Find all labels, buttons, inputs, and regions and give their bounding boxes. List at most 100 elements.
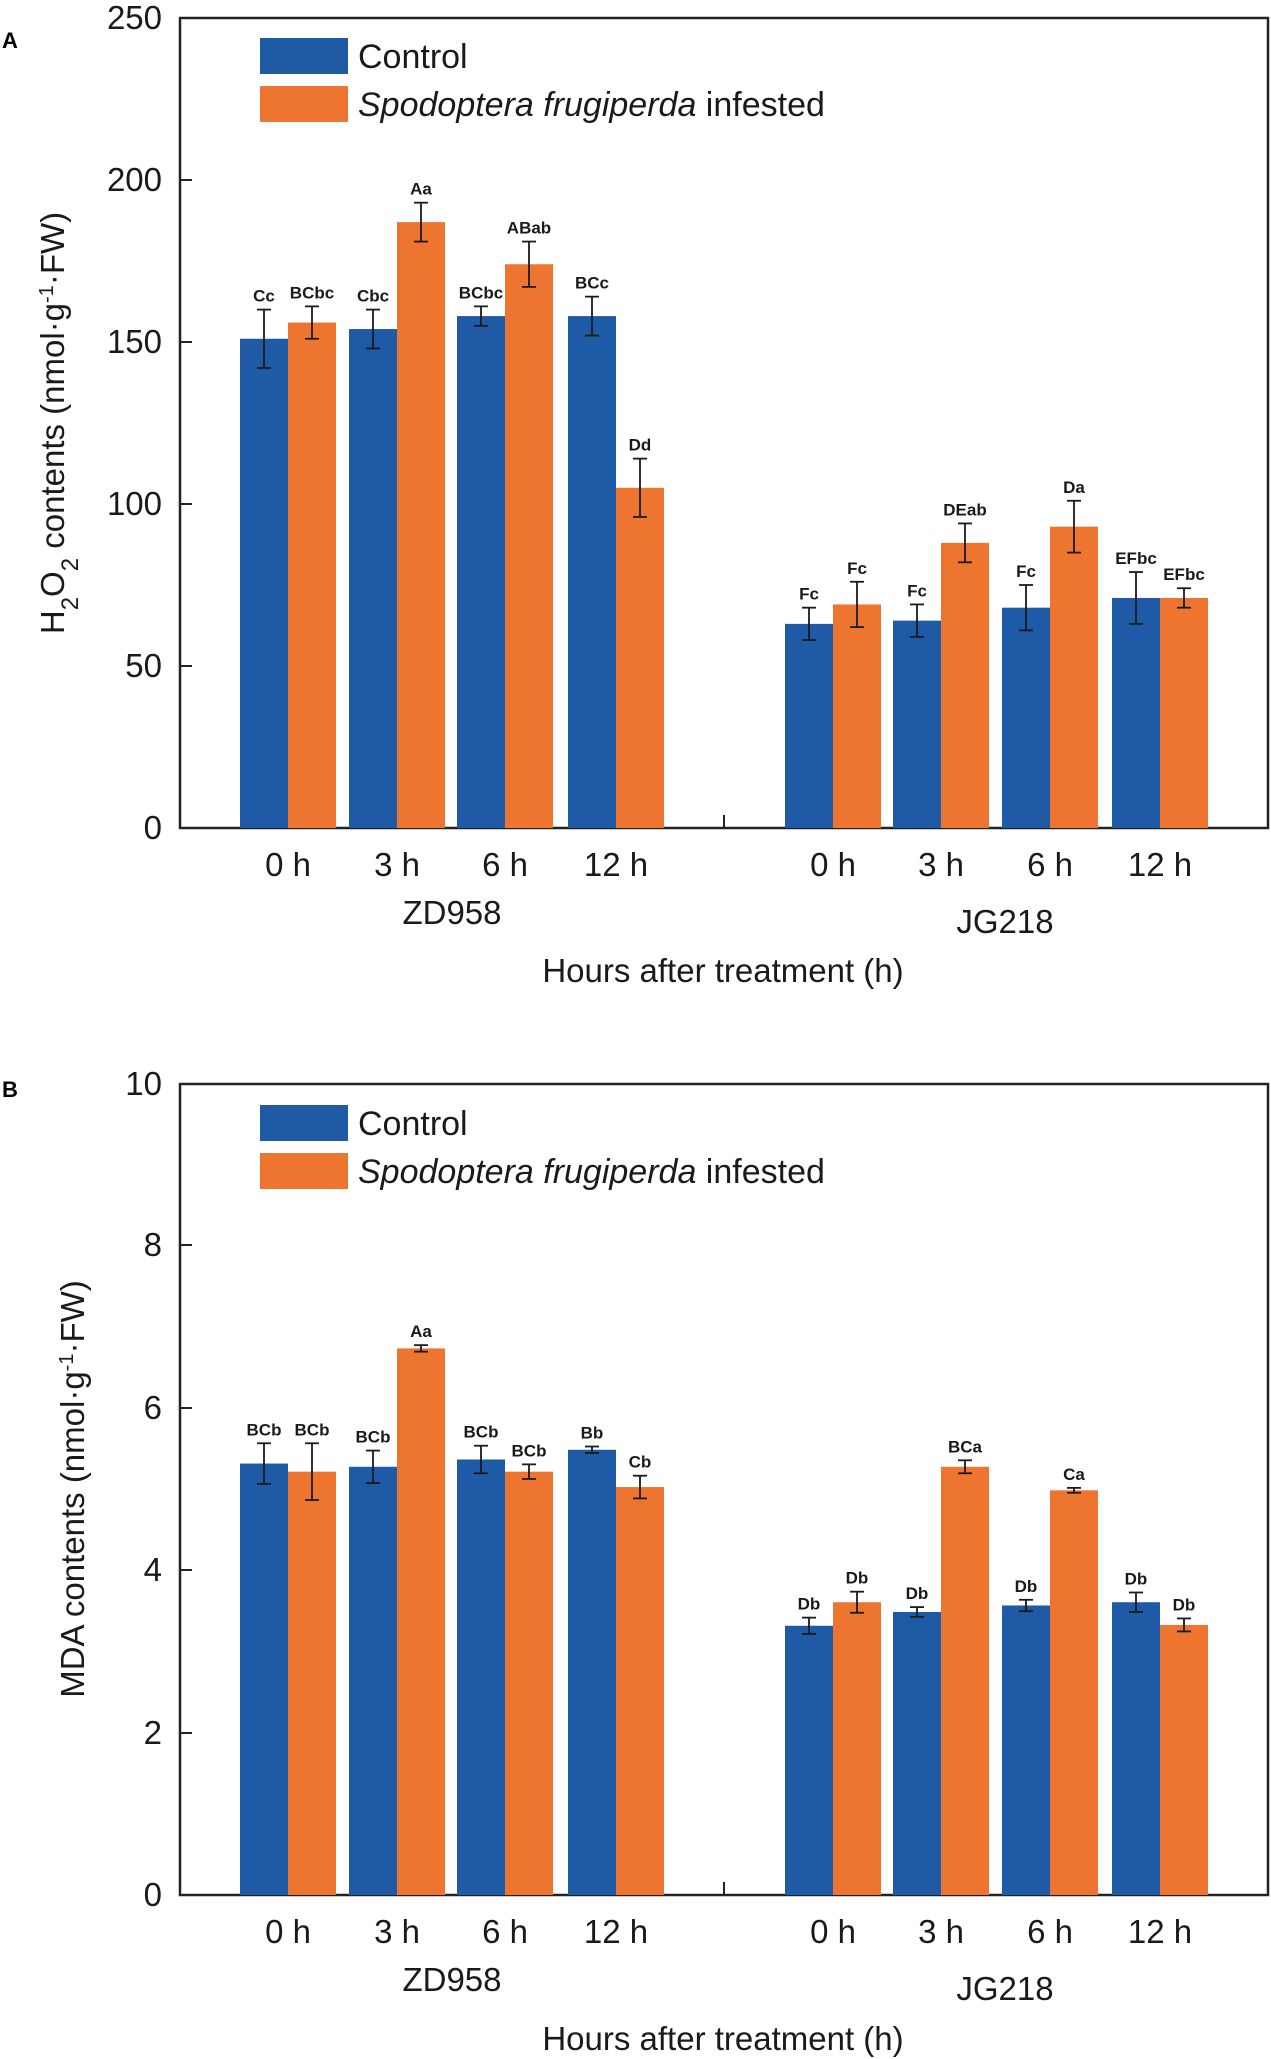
panel-b-significance-label: BCb [356, 1428, 391, 1447]
panel-b-significance-label: BCb [464, 1423, 499, 1442]
panel-b-ytick-label: 0 [144, 1876, 162, 1913]
panel-a-xtick-label: 12 h [584, 846, 648, 883]
panel-a-bar-infested [941, 542, 989, 828]
panel-a-bar-control [893, 620, 941, 828]
panel-a-legend-label-control: Control [358, 38, 468, 76]
panel-b-xtick-label: 3 h [918, 1913, 964, 1950]
panel-b-significance-label: Db [846, 1569, 869, 1588]
panel-b-significance-label: Db [906, 1584, 929, 1603]
panel-a-legend: Control Spodoptera frugiperda infested [260, 38, 825, 124]
panel-b-legend: Control Spodoptera frugiperda infested [260, 1105, 825, 1191]
panel-a-ytick-label: 250 [107, 0, 162, 36]
panel-a-significance-label: BCbc [459, 283, 503, 302]
panel-b-group-label-jg218: JG218 [956, 1970, 1053, 2007]
panel-a-significance-label: Fc [799, 585, 819, 604]
panel-b-significance-label: BCa [948, 1437, 983, 1456]
panel-b-legend-swatch-control [260, 1105, 348, 1141]
panel-a-bar-infested [1160, 597, 1208, 828]
panel-b-bars: BCb BCb BCb Bb Db Db Db Db BCb Aa BCb Cb Db BCa Ca Db [240, 1322, 1208, 1895]
panel-a-x-axis-title: Hours after treatment (h) [542, 952, 903, 989]
panel-a-plot-frame [178, 16, 1270, 830]
panel-b-xtick-label: 0 h [265, 1913, 311, 1950]
panel-b-x-axis-title: Hours after treatment (h) [542, 2020, 903, 2057]
panel-a-bar-infested [616, 487, 664, 828]
panel-a-legend-label-infested: Spodoptera frugiperda infested [358, 86, 825, 124]
panel-a-bar-control [349, 329, 397, 828]
panel-a-significance-label: Dd [629, 436, 652, 455]
panel-b-bar-infested [833, 1602, 881, 1895]
panel-b-xtick-label: 6 h [482, 1913, 528, 1950]
panel-a-bar-infested [288, 322, 336, 828]
panel-b-ytick-label: 10 [125, 1065, 162, 1102]
panel-b-xtick-label: 3 h [374, 1913, 420, 1950]
panel-b-bar-infested [288, 1471, 336, 1895]
panel-a-yticks [180, 179, 192, 829]
panel-a-xtick-label: 6 h [1027, 846, 1073, 883]
panel-a-bar-infested [1050, 526, 1098, 828]
panel-b-letter: B [2, 1077, 18, 1102]
panel-a-xtick-label: 0 h [265, 846, 311, 883]
panel-a-xtick-label: 12 h [1128, 846, 1192, 883]
panel-b-bar-infested [941, 1466, 989, 1895]
panel-a-xtick-label: 6 h [482, 846, 528, 883]
panel-a-legend-swatch-control [260, 38, 348, 74]
panel-b-ytick-label: 8 [144, 1226, 162, 1263]
panel-b-significance-label: Ca [1063, 1465, 1085, 1484]
panel-b-ytick-label: 6 [144, 1389, 162, 1426]
panel-a-significance-label: Fc [847, 559, 867, 578]
panel-b-bar-control [1112, 1602, 1160, 1895]
panel-a-significance-label: BCc [575, 274, 609, 293]
panel-b-chart: B 0 2 4 6 8 10 MDA contents (nmol·g-1·FW… [2, 1065, 1270, 2057]
panel-a-significance-label: EFbc [1163, 565, 1205, 584]
panel-a-bar-control [240, 338, 288, 828]
panel-b-significance-label: BCb [295, 1420, 330, 1439]
panel-a-xtick-label: 3 h [918, 846, 964, 883]
panel-a-xtick-label: 3 h [374, 846, 420, 883]
panel-b-significance-label: BCb [247, 1420, 282, 1439]
panel-b-yticks [180, 1244, 192, 1734]
panel-a-chart: A 0 50 100 150 200 250 H2O2 contents (nm… [2, 0, 1270, 989]
panel-a-ytick-label: 150 [107, 323, 162, 360]
panel-a-significance-label: ABab [507, 219, 551, 238]
panel-b-xtick-label: 0 h [810, 1913, 856, 1950]
panel-b-significance-label: Bb [581, 1424, 604, 1443]
panel-b-xtick-label: 12 h [584, 1913, 648, 1950]
panel-a-bar-infested [833, 604, 881, 828]
panel-a-ytick-label: 50 [125, 647, 162, 684]
panel-b-bar-infested [397, 1348, 445, 1895]
panel-a-significance-label: Aa [410, 180, 432, 199]
panel-b-bar-control [457, 1459, 505, 1895]
panel-b-ytick-label: 2 [144, 1714, 162, 1751]
panel-b-group-label-zd958: ZD958 [402, 1961, 501, 1998]
panel-a-bar-infested [505, 264, 553, 828]
panel-b-xtick-label: 12 h [1128, 1913, 1192, 1950]
panel-a-ytick-label: 0 [144, 809, 162, 846]
panel-b-bar-control [240, 1463, 288, 1895]
panel-b-legend-label-infested: Spodoptera frugiperda infested [358, 1153, 825, 1191]
panel-a-significance-label: BCbc [290, 283, 334, 302]
panel-a-significance-label: EFbc [1115, 549, 1157, 568]
panel-b-bar-infested [505, 1471, 553, 1895]
panel-b-bar-control [568, 1449, 616, 1895]
panel-a-ytick-label: 200 [107, 161, 162, 198]
panel-a-significance-label: Fc [907, 581, 927, 600]
panel-a-significance-label: Cbc [357, 287, 389, 306]
panel-b-bar-control [785, 1625, 833, 1895]
panel-a-significance-label: Da [1063, 478, 1085, 497]
panel-a-bar-control [457, 316, 505, 828]
panel-a-group-label-jg218: JG218 [956, 903, 1053, 940]
panel-b-ytick-label: 4 [144, 1551, 162, 1588]
panel-a-group-label-zd958: ZD958 [402, 894, 501, 931]
panel-b-y-axis-title: MDA contents (nmol·g-1·FW) [54, 1280, 91, 1698]
panel-a-significance-label: Cc [253, 287, 275, 306]
panel-a-xtick-label: 0 h [810, 846, 856, 883]
panel-a-significance-label: DEab [943, 500, 986, 519]
panel-b-significance-label: BCb [512, 1441, 547, 1460]
panel-b-bar-control [1002, 1605, 1050, 1895]
panel-a-legend-swatch-infested [260, 86, 348, 122]
panel-b-bar-infested [1160, 1624, 1208, 1895]
panel-b-significance-label: Cb [629, 1453, 652, 1472]
panel-b-bar-infested [1050, 1490, 1098, 1895]
panel-b-significance-label: Db [1125, 1569, 1148, 1588]
